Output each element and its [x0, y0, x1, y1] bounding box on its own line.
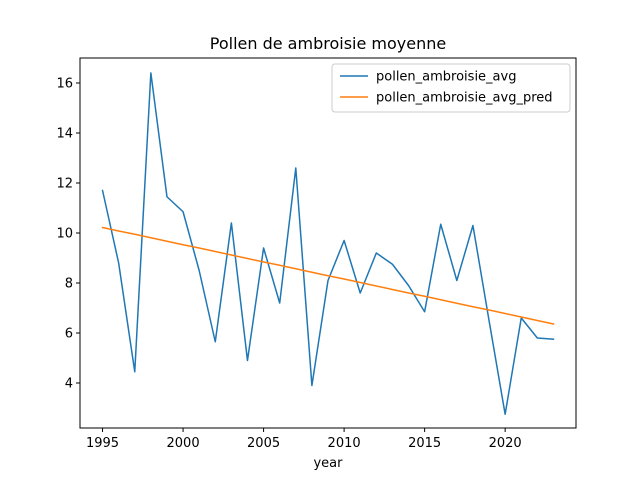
- y-tick-label: 16: [56, 77, 73, 92]
- x-tick-label: 1995: [86, 436, 119, 451]
- y-tick-label: 4: [65, 377, 73, 392]
- legend-label-pollen_ambroisie_avg_pred: pollen_ambroisie_avg_pred: [376, 91, 553, 106]
- plot-area: [79, 57, 577, 429]
- legend: pollen_ambroisie_avg pollen_ambroisie_avg…: [331, 63, 571, 113]
- chart-title: Pollen de ambroisie moyenne: [210, 34, 446, 53]
- series-line-pollen_ambroisie_avg_pred: [101, 226, 555, 325]
- x-tick-label: 2005: [247, 436, 280, 451]
- axes-frame: [79, 57, 577, 429]
- y-tick-label: 10: [56, 227, 73, 242]
- series-line-pollen_ambroisie_avg: [101, 72, 555, 415]
- series-layer: [101, 72, 555, 415]
- y-tick-label: 6: [65, 327, 73, 342]
- x-tick-label: 2000: [167, 436, 200, 451]
- x-axis: 1995 2000 2005 2010 2015 2020: [86, 428, 522, 451]
- legend-label-pollen_ambroisie_avg: pollen_ambroisie_avg: [376, 70, 516, 85]
- x-axis-label: year: [313, 456, 343, 471]
- y-tick-label: 8: [65, 277, 73, 292]
- y-tick-label: 12: [56, 177, 73, 192]
- x-tick-label: 2015: [408, 436, 441, 451]
- y-axis: 4 6 8 10 12 14 16: [56, 77, 80, 392]
- y-tick-label: 14: [56, 127, 73, 142]
- x-tick-label: 2020: [489, 436, 522, 451]
- x-tick-label: 2010: [328, 436, 361, 451]
- legend-box: [331, 63, 571, 113]
